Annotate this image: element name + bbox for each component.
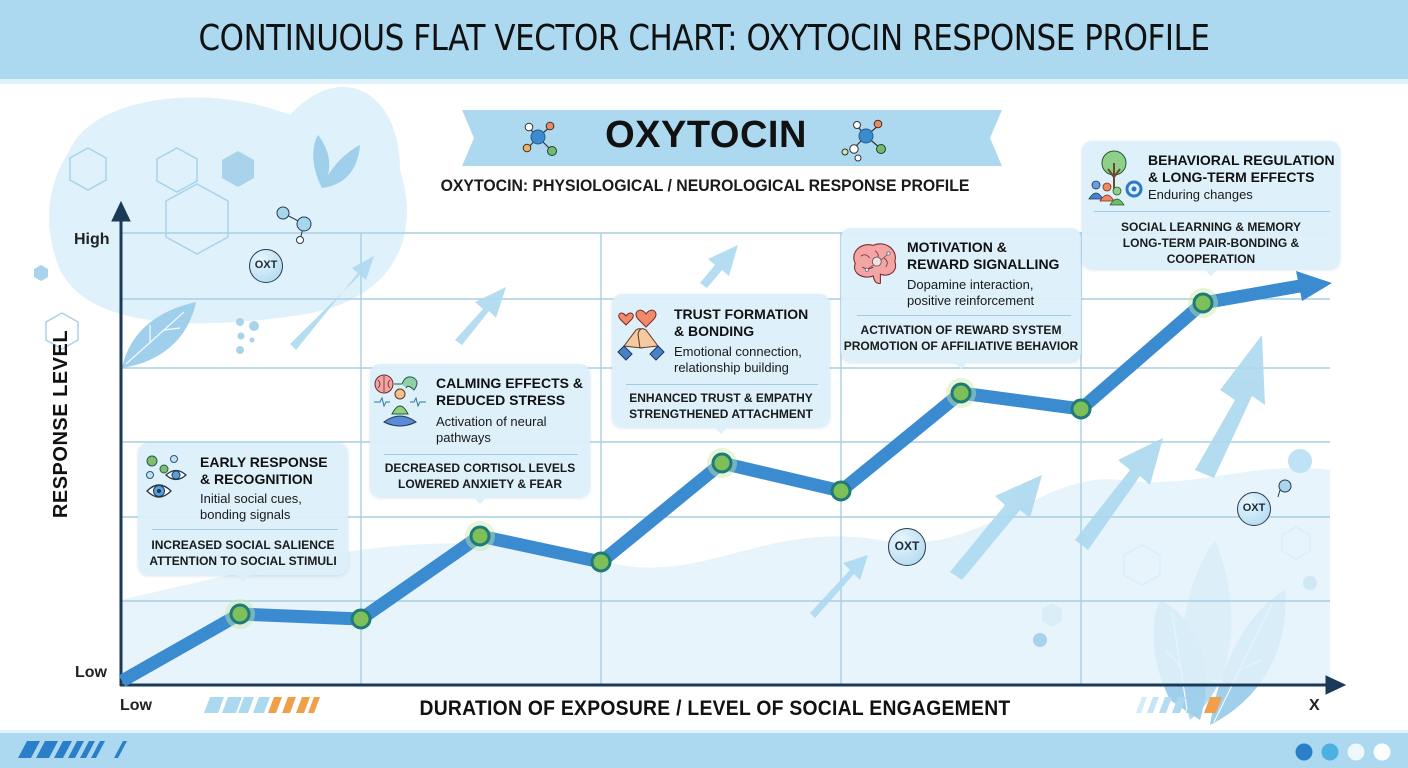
stripe-decoration-right	[1136, 697, 1222, 713]
footer-band	[0, 730, 1408, 768]
oxt-molecule-badge: OXT	[888, 528, 926, 566]
x-axis-label: DURATION OF EXPOSURE / LEVEL OF SOCIAL E…	[419, 697, 1011, 720]
stage-description: Activation of neural pathways	[436, 414, 547, 445]
x-axis	[120, 675, 1347, 695]
stage-description: Enduring changes	[1148, 187, 1253, 202]
stage-effects: SOCIAL LEARNING & MEMORY LONG-TERM PAIR-B…	[1120, 220, 1301, 266]
stage-effects: ACTIVATION OF REWARD SYSTEM PROMOTION OF …	[843, 323, 1079, 353]
molecule-icon	[1277, 479, 1292, 498]
data-markers	[225, 288, 1218, 630]
stage-effects: INCREASED SOCIAL SALIENCE ATTENTION TO SO…	[149, 538, 337, 568]
oxt-molecule-badge: OXT	[249, 249, 283, 283]
footer-stripes-icon	[18, 741, 127, 758]
card-divider	[857, 315, 1071, 316]
y-axis	[111, 200, 131, 686]
bubble-decorations	[236, 318, 1317, 647]
molecule-icon	[841, 119, 886, 162]
trend-arrow-decorations	[290, 245, 1265, 618]
stage-card-calming-effects: CALMING EFFECTS & REDUCED STRESS Activati…	[370, 364, 590, 504]
y-axis-label: RESPONSE LEVEL	[50, 329, 72, 519]
card-divider	[152, 529, 338, 530]
eye-icon	[146, 455, 187, 498]
page-title: CONTINUOUS FLAT VECTOR CHART: OXYTOCIN R…	[198, 18, 1210, 59]
card-divider	[1094, 211, 1330, 212]
background-wave	[120, 467, 1330, 685]
card-divider	[626, 384, 818, 385]
stage-description: Dopamine interaction, positive reinforcem…	[907, 277, 1035, 308]
y-tick-high: High	[74, 231, 110, 248]
stage-title: CALMING EFFECTS & REDUCED STRESS	[436, 375, 583, 408]
hands-hearts-icon	[617, 309, 665, 361]
stage-card-early-response: EARLY RESPONSE & RECOGNITION Initial soci…	[138, 443, 348, 582]
stage-card-motivation-reward: MOTIVATION & REWARD SIGNALLING Dopamine i…	[841, 228, 1081, 369]
stage-card-trust-formation: TRUST FORMATION & BONDING Emotional conne…	[612, 294, 830, 434]
molecule-icon	[276, 206, 312, 244]
x-tick-low: Low	[120, 697, 152, 714]
oxt-molecule-badge: OXT	[1237, 492, 1271, 526]
footer-decorations	[18, 741, 1391, 761]
stripe-decoration-left	[204, 697, 320, 713]
stage-description: Emotional connection, relationship buildi…	[674, 344, 802, 375]
header-band: CONTINUOUS FLAT VECTOR CHART: OXYTOCIN R…	[0, 0, 1408, 84]
y-tick-low: Low	[75, 664, 107, 681]
stage-title: BEHAVIORAL REGULATION & LONG-TERM EFFECTS	[1148, 152, 1335, 185]
meditation-icon	[374, 374, 426, 427]
x-tick-end: X	[1309, 697, 1320, 714]
title-ribbon	[462, 110, 1002, 166]
stage-card-behavioral-regulation: BEHAVIORAL REGULATION & LONG-TERM EFFECTS…	[1082, 141, 1340, 276]
pagination-dots-icon	[1295, 743, 1391, 761]
line-arrowhead	[1296, 271, 1332, 301]
people-tree-gear-icon	[1088, 150, 1143, 206]
brain-icon	[853, 243, 897, 285]
banner-title: OXYTOCIN	[605, 114, 807, 156]
chart-subtitle: OXYTOCIN: PHYSIOLOGICAL / NEUROLOGICAL R…	[440, 176, 970, 195]
molecule-icon	[522, 121, 557, 156]
stage-description: Initial social cues, bonding signals	[200, 491, 302, 522]
stage-effects: DECREASED CORTISOL LEVELS LOWERED ANXIETY…	[384, 461, 576, 491]
card-divider	[384, 454, 578, 455]
stage-title: MOTIVATION & REWARD SIGNALLING	[907, 239, 1060, 272]
stage-title: EARLY RESPONSE & RECOGNITION	[200, 454, 328, 487]
stage-title: TRUST FORMATION & BONDING	[674, 306, 809, 339]
stage-effects: ENHANCED TRUST & EMPATHY STRENGTHENED ATT…	[629, 391, 813, 421]
